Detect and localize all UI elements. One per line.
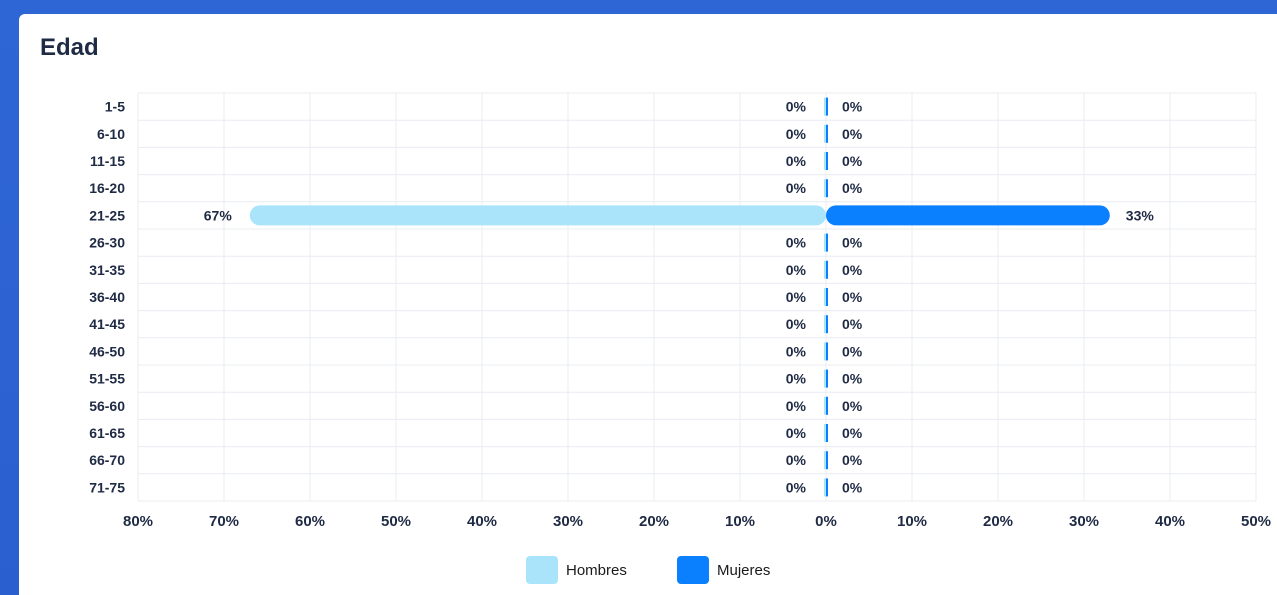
chart-title: Edad <box>40 34 99 61</box>
bar-hombres <box>824 124 826 143</box>
x-tick-label: 60% <box>295 513 325 530</box>
category-label: 36-40 <box>89 289 125 305</box>
x-tick-label: 70% <box>209 513 239 530</box>
data-label-hombres: 0% <box>786 343 807 359</box>
category-label: 21-25 <box>89 207 125 223</box>
category-label: 46-50 <box>89 343 125 359</box>
data-label-mujeres: 0% <box>842 153 863 169</box>
bar-hombres <box>824 424 826 442</box>
data-label-mujeres: 0% <box>842 316 863 332</box>
category-label: 1-5 <box>105 99 125 115</box>
bar-hombres <box>824 451 826 470</box>
data-label-hombres: 0% <box>786 153 807 169</box>
x-tick-label: 10% <box>897 513 927 530</box>
legend-label-hombres: Hombres <box>566 561 627 579</box>
bar-mujeres <box>826 260 828 279</box>
bar-mujeres <box>826 369 828 388</box>
data-label-hombres: 0% <box>786 99 807 115</box>
legend-swatch-hombres <box>526 556 558 584</box>
legend-item-mujeres[interactable]: Mujeres <box>677 556 770 584</box>
category-label: 56-60 <box>89 398 125 414</box>
category-label: 71-75 <box>89 479 125 495</box>
chart-legend: Hombres Mujeres <box>0 556 1277 586</box>
x-tick-label: 50% <box>1241 513 1271 530</box>
bar-mujeres <box>826 205 1110 226</box>
x-tick-label: 10% <box>725 513 755 530</box>
data-label-mujeres: 0% <box>842 126 863 142</box>
category-label: 11-15 <box>90 153 125 169</box>
bar-mujeres <box>826 451 828 470</box>
bar-hombres <box>824 260 826 279</box>
legend-label-mujeres: Mujeres <box>717 561 771 579</box>
bar-mujeres <box>826 179 828 198</box>
x-tick-label: 30% <box>1069 513 1099 530</box>
bar-mujeres <box>826 152 828 170</box>
bar-hombres <box>249 205 827 226</box>
bar-mujeres <box>826 288 828 306</box>
x-tick-label: 20% <box>639 513 669 530</box>
data-label-hombres: 0% <box>786 289 807 305</box>
data-label-mujeres: 0% <box>842 235 863 251</box>
bar-mujeres <box>826 97 828 116</box>
data-label-hombres: 67% <box>204 207 233 223</box>
data-label-hombres: 0% <box>786 425 807 441</box>
bar-hombres <box>824 396 826 415</box>
data-label-hombres: 0% <box>786 371 807 387</box>
x-tick-label: 20% <box>983 513 1013 530</box>
x-tick-label: 80% <box>123 513 153 530</box>
data-label-mujeres: 0% <box>842 343 863 359</box>
data-label-hombres: 0% <box>786 262 807 278</box>
data-label-mujeres: 0% <box>842 289 863 305</box>
data-label-mujeres: 0% <box>842 398 863 414</box>
x-tick-label: 0% <box>815 513 837 530</box>
category-label: 51-55 <box>89 371 125 387</box>
data-label-mujeres: 0% <box>842 371 863 387</box>
x-tick-label: 30% <box>553 513 583 530</box>
data-label-hombres: 0% <box>786 235 807 251</box>
bar-mujeres <box>826 124 828 143</box>
data-label-mujeres: 0% <box>842 99 863 115</box>
bar-mujeres <box>826 342 828 361</box>
x-tick-label: 40% <box>467 513 497 530</box>
data-label-hombres: 0% <box>786 180 807 196</box>
legend-swatch-mujeres <box>677 556 709 584</box>
data-label-hombres: 0% <box>786 452 807 468</box>
category-label: 61-65 <box>89 425 125 441</box>
bar-hombres <box>824 369 826 388</box>
bar-hombres <box>824 478 826 497</box>
bar-hombres <box>824 233 826 252</box>
bar-hombres <box>824 342 826 361</box>
data-label-hombres: 0% <box>786 316 807 332</box>
x-tick-label: 40% <box>1155 513 1185 530</box>
category-label: 16-20 <box>89 180 125 196</box>
bar-hombres <box>824 315 826 334</box>
x-tick-label: 50% <box>381 513 411 530</box>
bar-hombres <box>824 179 826 198</box>
category-label: 31-35 <box>89 262 125 278</box>
bar-mujeres <box>826 396 828 415</box>
data-label-mujeres: 33% <box>1126 207 1155 223</box>
data-label-hombres: 0% <box>786 479 807 495</box>
bar-hombres <box>824 97 826 116</box>
category-label: 26-30 <box>89 235 125 251</box>
category-label: 6-10 <box>97 126 125 142</box>
category-label: 66-70 <box>89 452 125 468</box>
data-label-mujeres: 0% <box>842 180 863 196</box>
bar-mujeres <box>826 424 828 442</box>
bar-mujeres <box>826 478 828 497</box>
data-label-hombres: 0% <box>786 126 807 142</box>
data-label-hombres: 0% <box>786 398 807 414</box>
bar-mujeres <box>826 233 828 252</box>
bar-mujeres <box>826 315 828 334</box>
legend-item-hombres[interactable]: Hombres <box>526 556 627 584</box>
data-label-mujeres: 0% <box>842 262 863 278</box>
data-label-mujeres: 0% <box>842 425 863 441</box>
category-label: 41-45 <box>89 316 125 332</box>
chart-card <box>19 14 1277 595</box>
bar-hombres <box>824 152 826 170</box>
data-label-mujeres: 0% <box>842 479 863 495</box>
data-label-mujeres: 0% <box>842 452 863 468</box>
bar-hombres <box>824 288 826 306</box>
